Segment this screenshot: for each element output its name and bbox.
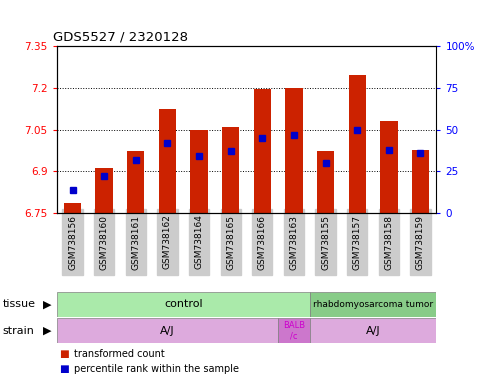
Text: control: control [164,299,203,310]
Text: rhabdomyosarcoma tumor: rhabdomyosarcoma tumor [313,300,433,309]
Text: strain: strain [2,326,35,336]
Text: GDS5527 / 2320128: GDS5527 / 2320128 [53,30,188,43]
Bar [310,292,436,317]
Bar [412,151,429,213]
Text: ■: ■ [59,349,69,359]
Text: tissue: tissue [2,299,35,310]
Bar [285,88,303,213]
Bar [253,89,271,213]
Text: ▶: ▶ [42,326,51,336]
Bar [222,127,240,213]
Bar [190,130,208,213]
Text: ■: ■ [59,364,69,374]
Bar [349,75,366,213]
Text: ▶: ▶ [42,299,51,310]
Bar [96,168,113,213]
Bar [127,151,144,213]
Bar [57,318,278,343]
Text: BALB
/c: BALB /c [283,321,305,341]
Text: percentile rank within the sample: percentile rank within the sample [74,364,239,374]
Bar [317,151,334,213]
Text: transformed count: transformed count [74,349,165,359]
Bar [57,292,310,317]
Bar [310,318,436,343]
Bar [278,318,310,343]
Text: A/J: A/J [160,326,175,336]
Bar [159,109,176,213]
Bar [380,121,397,213]
Bar [64,204,81,213]
Text: A/J: A/J [366,326,380,336]
